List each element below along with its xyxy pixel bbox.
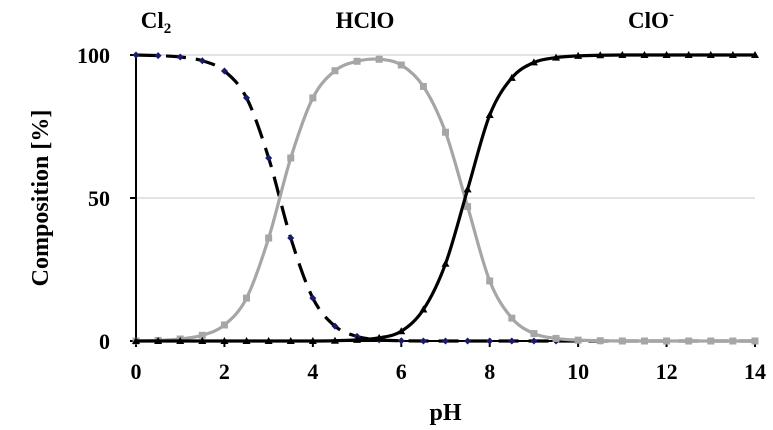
series-2-point-1: [154, 337, 163, 344]
series-1-point-24: [663, 337, 671, 345]
series-2-point-27: [728, 51, 737, 58]
series-1-point-5: [243, 294, 251, 302]
series-1-point-7: [287, 154, 295, 162]
series-0-point-13: [419, 337, 427, 345]
series-2-point-25: [684, 51, 693, 58]
series-0-point-7: [287, 234, 295, 242]
series-0-point-17: [508, 337, 516, 345]
x-tick-label-5: 10: [567, 359, 589, 384]
series-1-point-17: [508, 314, 516, 322]
series-1-point-16: [486, 277, 494, 285]
series-0-point-12: [397, 337, 405, 345]
series-0-point-9: [331, 322, 339, 330]
series-1-point-20: [574, 336, 582, 344]
series-0-point-0: [132, 51, 140, 59]
series-2-point-21: [596, 51, 605, 59]
series-1-point-6: [265, 234, 273, 242]
series-0-point-1: [154, 52, 162, 60]
series-2-point-11: [375, 333, 384, 341]
series-0-point-6: [265, 154, 273, 162]
series-0-point-4: [220, 67, 228, 75]
x-axis-title: pH: [429, 400, 461, 426]
series-2-point-18: [529, 58, 538, 66]
series-1-point-15: [464, 203, 472, 211]
species-label-1: HClO: [336, 8, 395, 33]
series-2-point-7: [286, 337, 295, 344]
series-2-point-19: [552, 53, 561, 61]
series-2-point-4: [220, 337, 229, 344]
series-1-line: [135, 57, 755, 343]
series-0-point-5: [243, 94, 251, 102]
series-2-point-23: [640, 51, 649, 58]
series-2-point-10: [353, 335, 362, 343]
series-2-point-24: [662, 51, 671, 58]
x-tick-label-7: 14: [744, 359, 766, 384]
series-1-point-19: [552, 334, 560, 342]
series-1-point-21: [596, 337, 604, 345]
series-0-point-16: [486, 337, 494, 345]
series-0-point-3: [198, 57, 206, 65]
series-0-point-2: [176, 53, 184, 61]
series-1-point-18: [530, 330, 538, 338]
y-tick-label-1: 50: [88, 186, 110, 211]
series-2-point-0: [132, 337, 140, 344]
series-0-point-8: [309, 294, 317, 302]
series-2-point-12: [397, 327, 406, 335]
series-1-point-27: [729, 337, 737, 345]
series-2-point-22: [618, 51, 627, 58]
x-tick-label-1: 2: [219, 359, 230, 384]
series-1-point-13: [419, 82, 427, 90]
series-2-point-6: [264, 337, 273, 344]
series-2-point-14: [441, 259, 450, 267]
y-axis-title: Composition [%]: [28, 110, 54, 287]
series-2-point-15: [463, 185, 472, 193]
species-label-0: Cl2: [141, 8, 172, 37]
x-tick-label-3: 6: [396, 359, 407, 384]
series-2: [132, 51, 759, 344]
species-label-2: ClO-: [628, 7, 674, 33]
series-1-point-3: [198, 331, 206, 339]
series-2-point-3: [198, 337, 207, 344]
x-tick-label-0: 0: [131, 359, 142, 384]
y-tick-label-0: 0: [99, 329, 110, 354]
series-1-point-28: [751, 337, 759, 345]
series-2-point-17: [507, 73, 516, 81]
series-1-point-25: [685, 337, 693, 345]
series-1: [132, 55, 759, 345]
series-1-point-23: [640, 337, 648, 345]
series-2-point-26: [706, 51, 715, 58]
x-tick-label-6: 12: [656, 359, 678, 384]
y-tick-label-2: 100: [77, 43, 110, 68]
series-1-point-14: [442, 128, 449, 136]
series-1-point-11: [375, 55, 383, 63]
x-tick-label-2: 4: [307, 359, 318, 384]
series-0-point-14: [442, 337, 449, 345]
series-1-point-22: [618, 337, 626, 345]
series-1-point-10: [353, 57, 361, 65]
series-2-point-8: [308, 337, 317, 344]
series-0-point-18: [530, 337, 538, 345]
series-2-point-5: [242, 337, 251, 344]
series-2-point-20: [574, 51, 583, 59]
series-1-point-26: [707, 337, 715, 345]
series-2-point-28: [751, 51, 759, 58]
series-2-point-13: [419, 305, 428, 313]
series-1-point-9: [331, 67, 339, 75]
x-tick-label-4: 8: [484, 359, 495, 384]
series-0-point-15: [464, 337, 472, 345]
series-1-point-8: [309, 94, 317, 102]
series-2-point-16: [485, 111, 494, 119]
series-2-point-2: [176, 337, 185, 344]
series-1-point-4: [220, 321, 228, 329]
series-1-point-12: [397, 61, 405, 69]
series-2-point-9: [330, 336, 339, 344]
